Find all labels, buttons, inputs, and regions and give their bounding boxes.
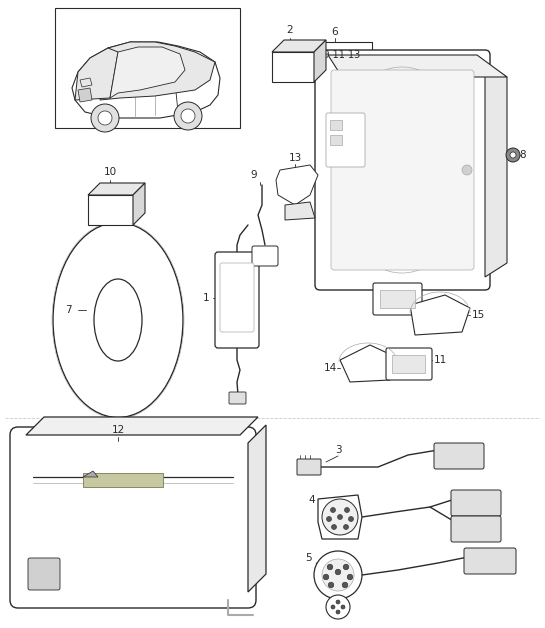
Bar [330, 135, 342, 145]
Text: 13: 13 [288, 153, 301, 163]
FancyBboxPatch shape [434, 443, 484, 469]
Polygon shape [80, 78, 92, 87]
Text: 11: 11 [392, 294, 404, 304]
Circle shape [347, 574, 353, 580]
FancyBboxPatch shape [386, 348, 432, 380]
FancyBboxPatch shape [373, 283, 422, 315]
Circle shape [462, 165, 472, 175]
Circle shape [336, 610, 340, 614]
Circle shape [98, 111, 112, 125]
Polygon shape [285, 202, 315, 220]
FancyBboxPatch shape [220, 263, 254, 332]
Bar [272, 52, 314, 82]
Circle shape [314, 551, 362, 599]
Text: P: P [41, 570, 47, 578]
Polygon shape [88, 183, 145, 195]
Circle shape [331, 524, 336, 529]
Bar [330, 120, 342, 130]
Text: 1: 1 [203, 293, 209, 303]
Polygon shape [110, 47, 185, 98]
Bar [88, 195, 133, 225]
Text: 10: 10 [104, 167, 117, 177]
Circle shape [506, 148, 520, 162]
Circle shape [322, 559, 354, 591]
Polygon shape [83, 471, 98, 477]
Text: 14: 14 [323, 363, 337, 373]
Circle shape [343, 524, 348, 529]
Circle shape [342, 582, 348, 588]
Polygon shape [314, 40, 326, 82]
Text: 4: 4 [308, 495, 316, 505]
Text: 7 9 11 13: 7 9 11 13 [314, 50, 360, 60]
Circle shape [322, 499, 358, 535]
Text: 9: 9 [251, 170, 257, 180]
Polygon shape [100, 42, 215, 100]
Text: PORSCHE: PORSCHE [225, 303, 249, 308]
Polygon shape [26, 417, 258, 435]
Circle shape [174, 102, 202, 130]
Text: 2: 2 [287, 25, 293, 35]
Polygon shape [276, 165, 318, 205]
Polygon shape [328, 55, 507, 77]
Circle shape [326, 516, 331, 521]
Text: 5: 5 [305, 553, 311, 563]
Bar [83, 473, 163, 487]
Circle shape [510, 152, 516, 158]
Circle shape [344, 507, 349, 512]
FancyBboxPatch shape [315, 50, 490, 290]
Text: 3: 3 [335, 445, 341, 455]
Text: 11: 11 [433, 355, 446, 365]
Circle shape [348, 516, 354, 521]
Circle shape [327, 564, 333, 570]
FancyBboxPatch shape [326, 113, 365, 167]
FancyBboxPatch shape [297, 459, 321, 475]
Text: SET: SET [101, 205, 125, 215]
Circle shape [331, 605, 335, 609]
Circle shape [341, 605, 345, 609]
Circle shape [181, 109, 195, 123]
Polygon shape [485, 63, 507, 277]
Circle shape [91, 104, 119, 132]
Bar [55, 8, 240, 128]
Polygon shape [78, 88, 92, 102]
Polygon shape [318, 495, 362, 539]
Text: 15: 15 [471, 310, 485, 320]
Polygon shape [248, 425, 266, 592]
Circle shape [323, 574, 329, 580]
Polygon shape [272, 40, 326, 52]
Text: 12: 12 [111, 425, 125, 435]
Bar [380, 290, 415, 308]
FancyBboxPatch shape [28, 558, 60, 590]
Polygon shape [133, 183, 145, 225]
Circle shape [335, 569, 341, 575]
Ellipse shape [53, 222, 183, 418]
FancyBboxPatch shape [252, 246, 278, 266]
Polygon shape [72, 42, 220, 118]
Polygon shape [340, 345, 398, 382]
Circle shape [330, 507, 336, 512]
Text: 7: 7 [65, 305, 71, 315]
Circle shape [328, 582, 334, 588]
Circle shape [337, 514, 342, 519]
FancyBboxPatch shape [229, 392, 246, 404]
FancyBboxPatch shape [451, 490, 501, 516]
Text: SET: SET [284, 62, 308, 72]
FancyBboxPatch shape [215, 252, 259, 348]
Text: 6: 6 [332, 27, 338, 37]
Text: 8: 8 [520, 150, 526, 160]
Ellipse shape [94, 279, 142, 361]
FancyBboxPatch shape [331, 70, 474, 270]
FancyBboxPatch shape [464, 548, 516, 574]
Circle shape [336, 600, 340, 604]
Polygon shape [410, 295, 470, 335]
Bar [392, 355, 425, 373]
Circle shape [343, 564, 349, 570]
Circle shape [326, 595, 350, 619]
FancyBboxPatch shape [10, 427, 256, 608]
FancyBboxPatch shape [451, 516, 501, 542]
Polygon shape [75, 48, 118, 100]
